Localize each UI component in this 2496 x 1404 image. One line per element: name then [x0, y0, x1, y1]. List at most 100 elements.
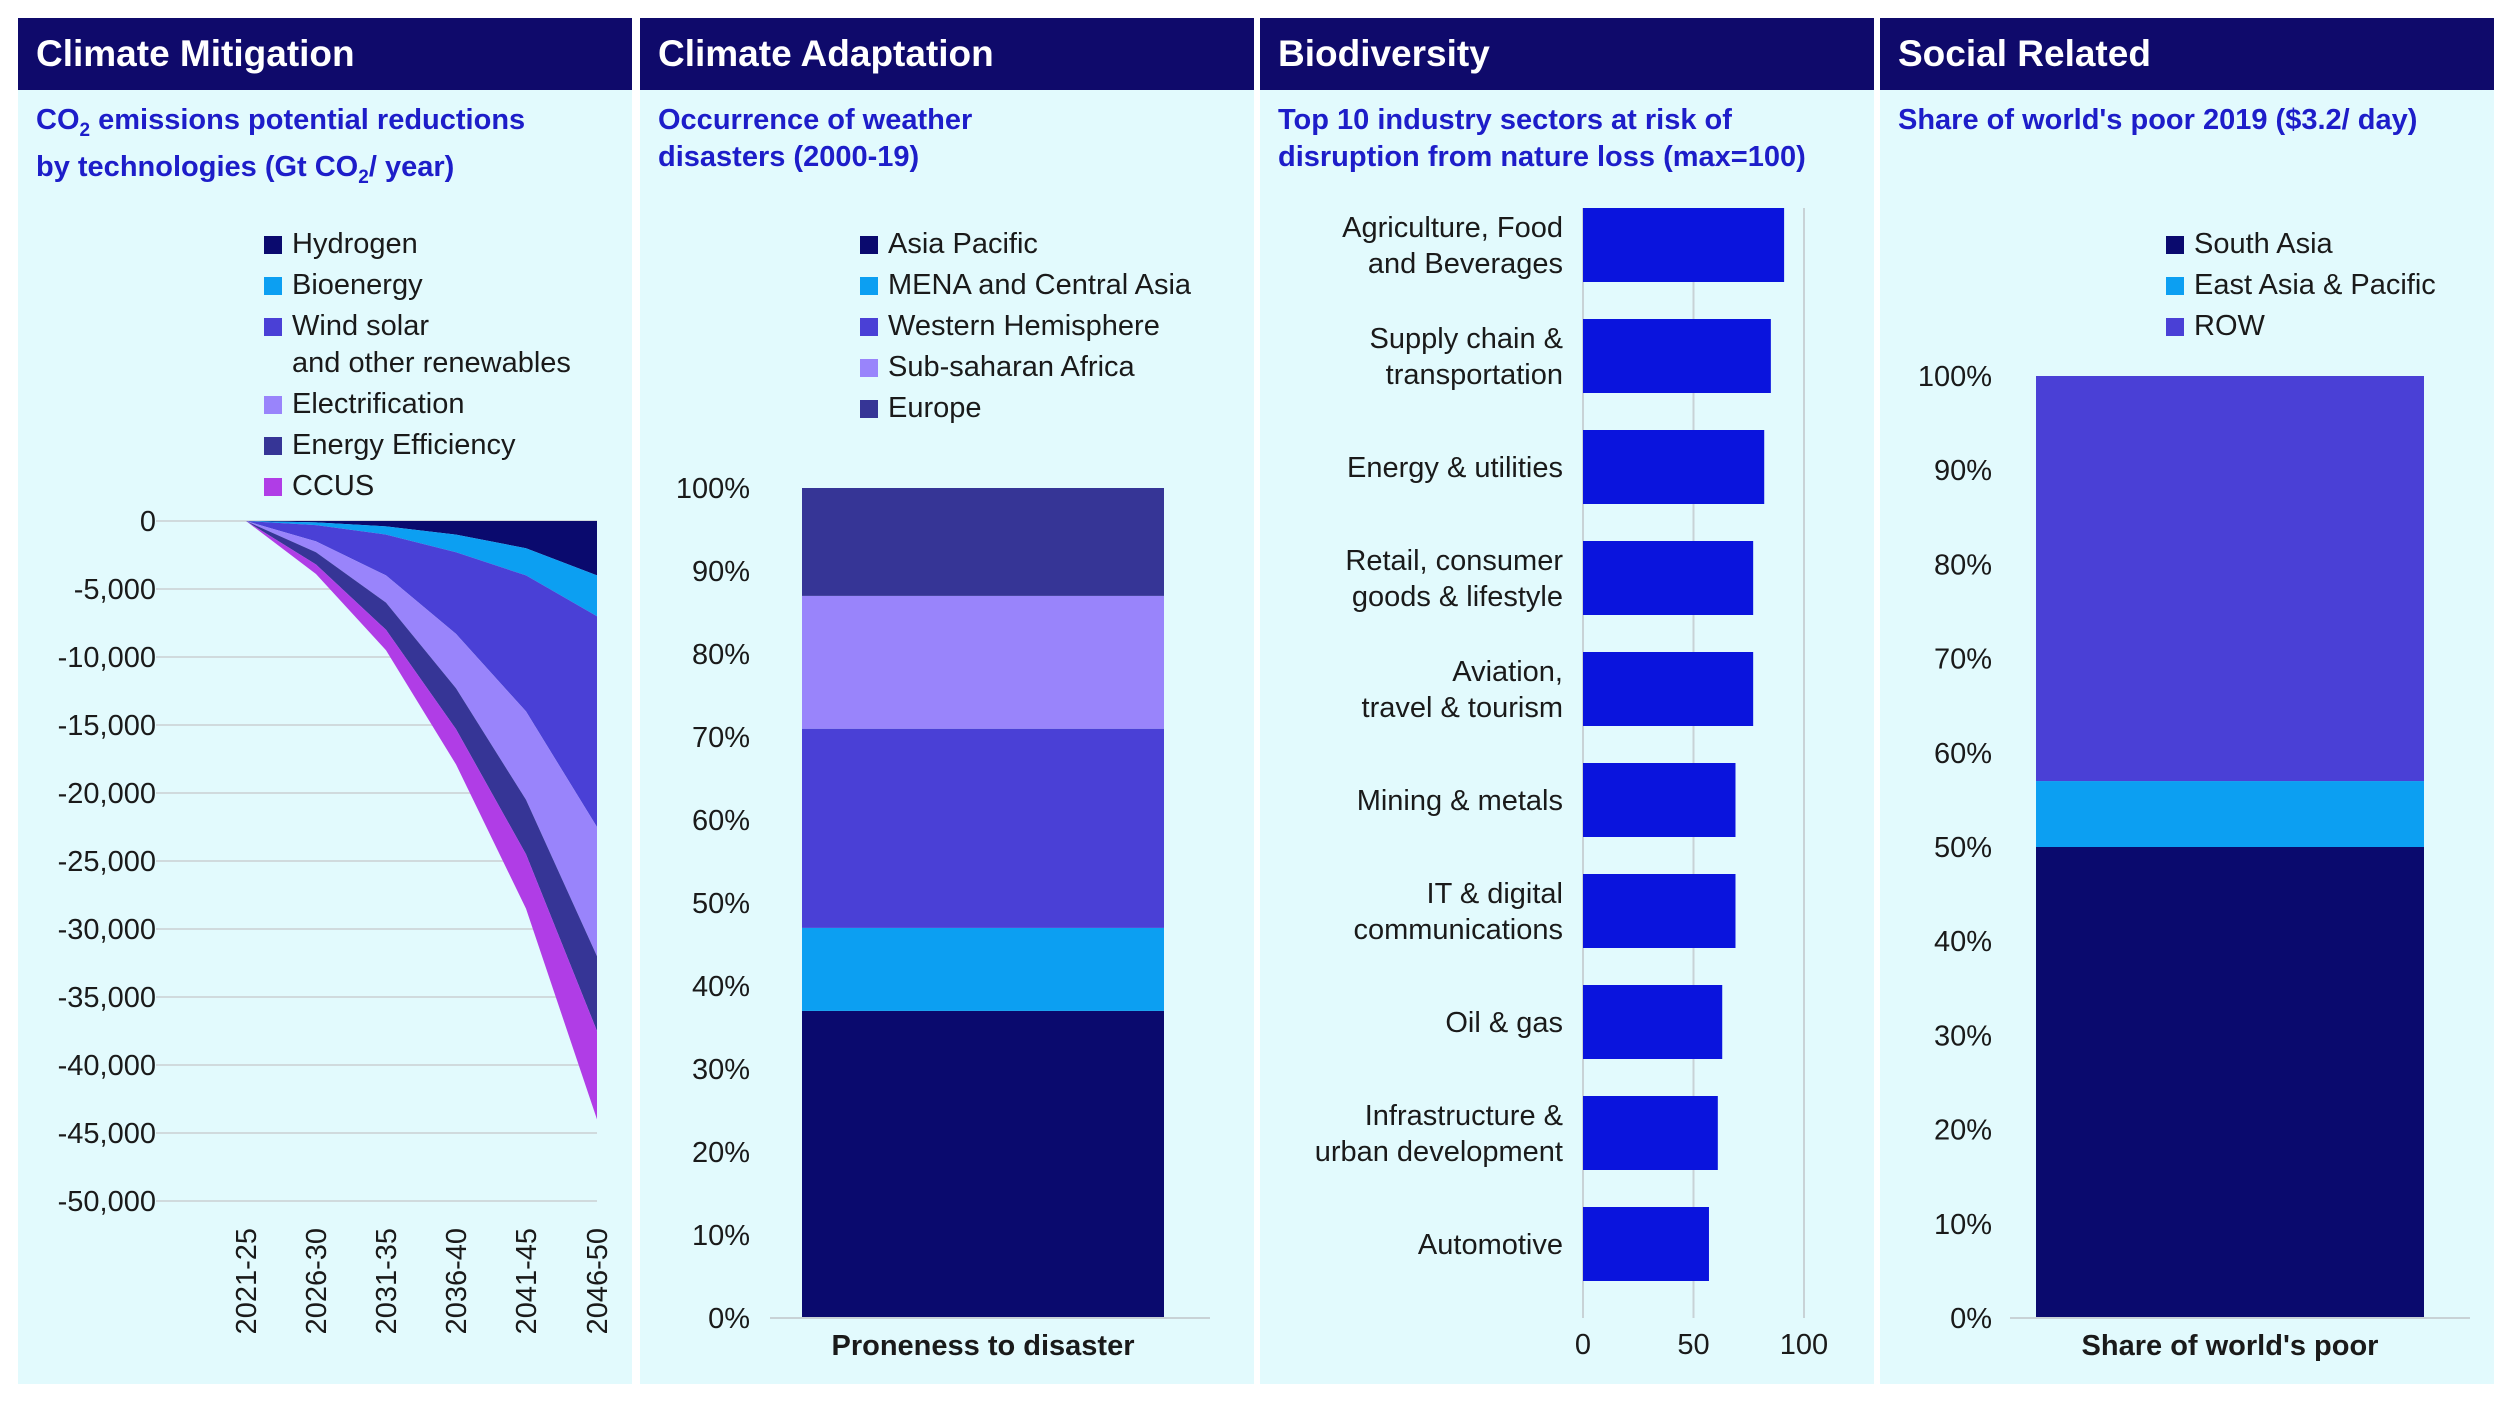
legend-label-europe: Europe: [888, 392, 982, 424]
social-stacked-bar-chart: South Asia East Asia & Pacific ROW 0% 10% 20%…: [1918, 228, 2470, 1362]
category-label: Retail, consumer: [1345, 545, 1563, 577]
legend-swatch-western-hemisphere: [860, 318, 878, 336]
bar-segment-sub-saharan-africa: [802, 595, 1164, 729]
y-tick-label: 40%: [1934, 926, 1992, 958]
x-category-label: Proneness to disaster: [832, 1330, 1135, 1362]
y-tick-label: 90%: [692, 556, 750, 588]
legend-label-mena-and-central-asia: MENA and Central Asia: [888, 269, 1192, 301]
category-label: Infrastructure &: [1365, 1100, 1563, 1132]
mitigation-area-chart: Hydrogen Bioenergy Wind solar and other ren…: [58, 228, 614, 1334]
bar-segment-western-hemisphere: [802, 728, 1164, 928]
legend-swatch-hydrogen: [264, 236, 282, 254]
bar-energy-utilities: [1583, 430, 1765, 504]
category-label: Oil & gas: [1445, 1007, 1563, 1039]
y-tick-label: 70%: [1934, 644, 1992, 676]
legend-label-bioenergy: Bioenergy: [292, 269, 423, 301]
panel-climate-adaptation: Climate Adaptation Occurrence of weather…: [640, 18, 1254, 1384]
area-energy-efficiency: [176, 521, 597, 1031]
legend-swatch-mena-and-central-asia: [860, 277, 878, 295]
legend-swatch-wind-solar: [264, 318, 282, 336]
y-tick-label: 60%: [1934, 738, 1992, 770]
y-tick-label: 0: [140, 506, 156, 538]
legend-swatch-east-asia-pacific: [2166, 277, 2184, 295]
bar-mining-metals: [1583, 763, 1736, 837]
category-label: Energy & utilities: [1347, 452, 1563, 484]
y-tick-label: 100%: [1918, 361, 1992, 393]
bar-it-digital-communications: [1583, 874, 1736, 948]
y-tick-label: 80%: [692, 639, 750, 671]
category-label: travel & tourism: [1362, 692, 1563, 724]
legend-label-sub-saharan-africa: Sub-saharan Africa: [888, 351, 1136, 383]
y-tick-label: -10,000: [58, 642, 156, 674]
legend-label-ccus: CCUS: [292, 470, 374, 502]
legend-swatch-europe: [860, 400, 878, 418]
category-label: communications: [1353, 914, 1563, 946]
y-tick-label: 20%: [1934, 1115, 1992, 1147]
y-tick-label: 10%: [692, 1220, 750, 1252]
y-tick-label: 10%: [1934, 1209, 1992, 1241]
bar-agriculture-food-and-beverages: [1583, 208, 1785, 282]
x-tick-label: 2031-35: [371, 1228, 403, 1334]
y-tick-label: -25,000: [58, 846, 156, 878]
panel-title: Climate Adaptation: [640, 18, 1254, 90]
panel-climate-mitigation: Climate Mitigation CO2 emissions potenti…: [18, 18, 632, 1384]
x-tick-label: 2021-25: [231, 1228, 263, 1334]
bar-infrastructure-urban-development: [1583, 1096, 1718, 1170]
y-tick-label: -5,000: [74, 574, 156, 606]
category-label: Mining & metals: [1357, 785, 1563, 817]
legend-label-asia-pacific: Asia Pacific: [888, 228, 1038, 260]
category-label: urban development: [1315, 1136, 1563, 1168]
bar-segment-mena-and-central-asia: [802, 927, 1164, 1011]
category-label: Automotive: [1418, 1229, 1563, 1261]
bar-automotive: [1583, 1207, 1709, 1281]
category-label: goods & lifestyle: [1352, 581, 1563, 613]
x-tick-label: 2026-30: [301, 1228, 333, 1334]
area-bioenergy: [176, 521, 597, 617]
y-tick-label: -15,000: [58, 710, 156, 742]
panel-biodiversity: Biodiversity Top 10 industry sectors at …: [1260, 18, 1874, 1384]
legend-label-east-asia-pacific: East Asia & Pacific: [2194, 269, 2436, 301]
y-tick-label: 80%: [1934, 549, 1992, 581]
x-tick-label: 100: [1780, 1329, 1828, 1361]
x-tick-label: 50: [1677, 1329, 1709, 1361]
y-tick-label: 90%: [1934, 455, 1992, 487]
y-tick-label: 60%: [692, 805, 750, 837]
y-tick-label: -35,000: [58, 982, 156, 1014]
y-tick-label: -40,000: [58, 1050, 156, 1082]
bar-retail-consumer-goods-lifestyle: [1583, 541, 1754, 615]
y-tick-label: 100%: [676, 473, 750, 505]
area-wind-solar-and-other-renewables: [176, 521, 597, 827]
bar-oil-gas: [1583, 985, 1723, 1059]
panel-title: Social Related: [1880, 18, 2494, 90]
y-tick-label: -45,000: [58, 1118, 156, 1150]
bar-segment-asia-pacific: [802, 1010, 1164, 1318]
chart-subtitle: Occurrence of weather disasters (2000-19…: [658, 104, 973, 173]
adaptation-stacked-bar-chart: Asia Pacific MENA and Central Asia Western…: [676, 228, 1210, 1362]
y-tick-label: 50%: [1934, 832, 1992, 864]
legend-label-wind-solar: Wind solar: [292, 310, 429, 342]
area-ccus: [176, 521, 597, 1120]
bar-aviation-travel-tourism: [1583, 652, 1754, 726]
y-tick-label: 0%: [1950, 1303, 1992, 1335]
bar-segment-row: [2036, 376, 2424, 782]
y-tick-label: 0%: [708, 1303, 750, 1335]
x-category-label: Share of world's poor: [2082, 1330, 2379, 1362]
biodiversity-bar-chart: Agriculture, Food and Beverages Supply cha…: [1315, 208, 1828, 1361]
legend-label-row: ROW: [2194, 310, 2266, 342]
area-hydrogen: [176, 521, 597, 576]
y-tick-label: -50,000: [58, 1186, 156, 1218]
legend-swatch-row: [2166, 318, 2184, 336]
legend-swatch-south-asia: [2166, 236, 2184, 254]
category-label: Aviation,: [1452, 656, 1563, 688]
panel-title: Climate Mitigation: [18, 18, 632, 90]
category-label: IT & digital: [1427, 878, 1563, 910]
panel-social-related: Social Related Share of world's poor 201…: [1880, 18, 2494, 1384]
category-label: transportation: [1386, 359, 1563, 391]
legend-swatch-sub-saharan-africa: [860, 359, 878, 377]
x-tick-label: 0: [1575, 1329, 1591, 1361]
bar-supply-chain-transportation: [1583, 319, 1771, 393]
y-tick-label: 70%: [692, 722, 750, 754]
legend-label-south-asia: South Asia: [2194, 228, 2334, 260]
y-tick-label: 30%: [1934, 1020, 1992, 1052]
y-tick-label: 40%: [692, 971, 750, 1003]
